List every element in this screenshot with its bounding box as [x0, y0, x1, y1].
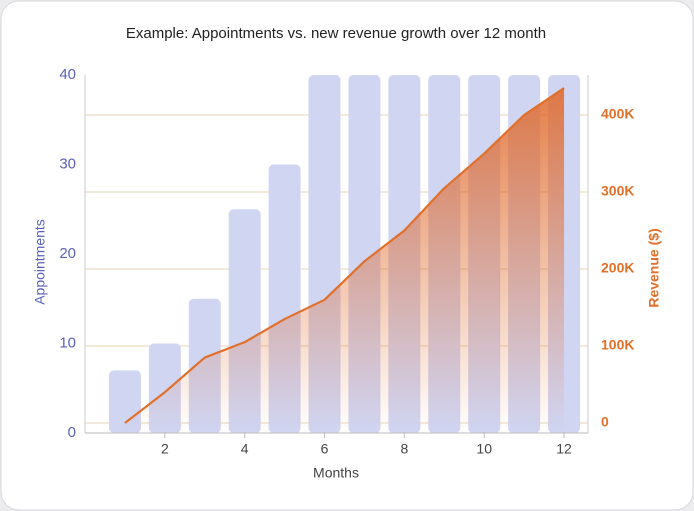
y-axis-title: Appointments: [32, 219, 48, 305]
y2-tick-label: 0: [601, 414, 609, 430]
y2-tick-label: 300K: [601, 183, 634, 199]
x-tick-label: 8: [400, 441, 408, 457]
y2-axis-title: Revenue ($): [646, 228, 662, 307]
x-tick-label: 12: [556, 441, 572, 457]
x-axis-title: Months: [313, 465, 359, 481]
x-tick-label: 6: [321, 441, 329, 457]
y2-tick-label: 100K: [601, 337, 634, 353]
y-tick-label: 0: [68, 424, 76, 441]
y-tick-label: 10: [59, 334, 76, 351]
y2-tick-label: 200K: [601, 260, 634, 276]
y-tick-label: 20: [59, 245, 76, 262]
x-tick-label: 4: [241, 441, 249, 457]
y2-tick-label: 400K: [601, 106, 634, 122]
chart-title: Example: Appointments vs. new revenue gr…: [126, 25, 546, 42]
line: [124, 87, 565, 424]
y-tick-label: 40: [59, 66, 76, 83]
x-tick-label: 10: [476, 441, 492, 457]
x-tick-label: 2: [161, 441, 169, 457]
y-tick-label: 30: [59, 155, 76, 172]
